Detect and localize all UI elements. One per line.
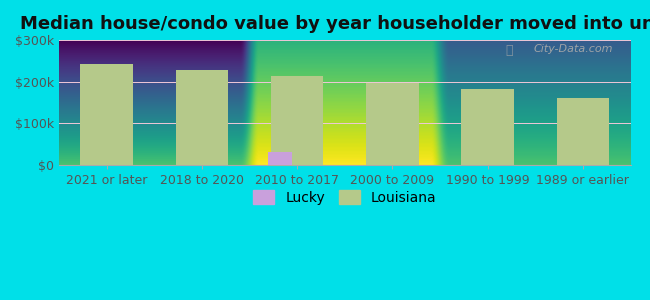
Bar (556, 98, 609, 165)
Bar (81, 64, 133, 165)
Bar (271, 76, 323, 165)
Bar (462, 89, 514, 165)
Text: ⓘ: ⓘ (506, 44, 514, 57)
Legend: Lucky, Louisiana: Lucky, Louisiana (248, 184, 442, 210)
Bar (268, 152, 292, 165)
Title: Median house/condo value by year householder moved into unit: Median house/condo value by year househo… (20, 15, 650, 33)
Bar (366, 83, 419, 165)
Bar (176, 70, 228, 165)
Text: City-Data.com: City-Data.com (534, 44, 614, 54)
